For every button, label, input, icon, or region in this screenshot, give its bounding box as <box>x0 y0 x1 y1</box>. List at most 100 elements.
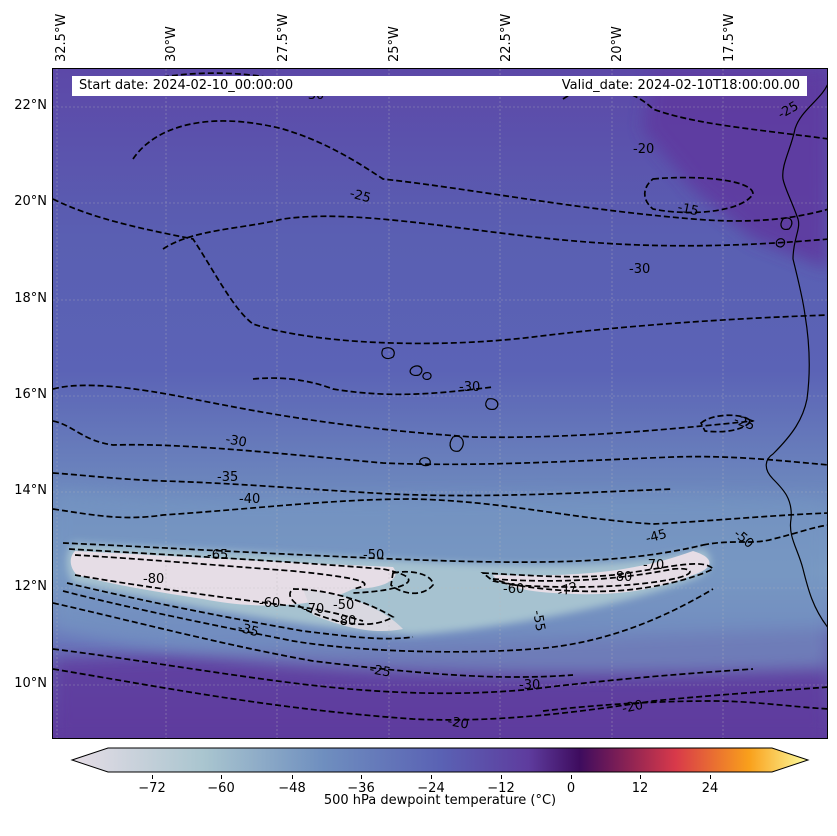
contour-label: -35 <box>217 470 238 485</box>
lat-label-22n: 22°N <box>14 98 47 113</box>
contour-label: -72 <box>555 579 580 600</box>
contour-label: -30 <box>519 678 540 693</box>
contour-north-of-band <box>62 542 704 563</box>
cbar-tick-mark <box>501 775 502 779</box>
coast-africa <box>765 84 827 628</box>
contour-east-core-inner <box>492 567 691 588</box>
contour-label: -25 <box>368 662 392 680</box>
cbar-tick-mark <box>152 775 153 779</box>
lon-label-27-5w: 27.5°W <box>276 13 291 62</box>
contour-band-core-west-south <box>74 574 364 622</box>
contour-label: -35 <box>236 620 260 640</box>
cbar-tick-mark <box>292 775 293 779</box>
cbar-tick-mark <box>710 775 711 779</box>
lon-label-25w: 25°W <box>387 26 402 62</box>
contour-north-east-closed <box>643 176 754 214</box>
cbar-tick-label: −48 <box>278 781 306 796</box>
contour-band-south-1 <box>66 582 414 640</box>
contour-label: -40 <box>239 492 260 507</box>
contour-label: -30 <box>224 432 248 450</box>
contour-label: -80 <box>611 570 632 585</box>
lat-label-20n: 20°N <box>14 194 47 209</box>
island-east-2 <box>775 238 786 248</box>
contour-west-bulge <box>53 472 674 497</box>
contour-label: -25 <box>348 186 372 206</box>
contour-north-east-lobe <box>562 87 827 140</box>
start-date-label: Start date: 2024-02-10_00:00:00 <box>79 78 294 93</box>
contour-upper-west-loop <box>53 198 827 345</box>
contour-label: -70 <box>643 558 664 573</box>
graticule <box>53 69 827 738</box>
contour-middle-loop <box>390 570 434 595</box>
contour-band-east-edge <box>702 524 827 546</box>
contour-west-ridge <box>53 420 827 466</box>
colorbar-title: 500 hPa dewpoint temperature (°C) <box>323 793 557 808</box>
contour-label: -30 <box>629 262 650 277</box>
island-fogo <box>449 435 464 452</box>
contour-label: -65 <box>207 548 228 563</box>
cbar-tick-label: 12 <box>631 781 649 796</box>
island-santiago <box>485 398 499 410</box>
contour-east-loop <box>699 414 753 433</box>
contour-central-slope <box>53 498 827 525</box>
colorbar <box>70 747 810 773</box>
contour-label: -25 <box>732 413 757 434</box>
island-east-1 <box>780 217 793 230</box>
island-maio <box>419 457 431 467</box>
contour-label: -20 <box>633 142 654 157</box>
contour-upper-west <box>132 120 827 222</box>
contour-bottom-2 <box>53 668 827 721</box>
contour-label: -50 <box>363 548 384 563</box>
lon-label-20w: 20°W <box>610 26 625 62</box>
lat-label-10n: 10°N <box>14 676 47 691</box>
cbar-tick-label: 24 <box>701 781 719 796</box>
contour-label: -20 <box>621 698 645 717</box>
contour-label: -50 <box>333 598 354 613</box>
contour-upper-arc <box>162 215 827 250</box>
cbar-tick-mark <box>571 775 572 779</box>
contour-label: -55 <box>529 609 547 633</box>
contour-band-south-2 <box>62 588 714 653</box>
cbar-tick-label: −36 <box>347 781 375 796</box>
contour-label: -80 <box>143 572 164 587</box>
cbar-tick-mark <box>361 775 362 779</box>
contour-band-inner-north <box>68 548 410 594</box>
field-driest-core-east <box>493 551 710 595</box>
cbar-tick-mark <box>221 775 222 779</box>
contours <box>53 72 827 721</box>
contour-bottom-1 <box>53 648 754 695</box>
contour-bottom-3 <box>542 700 827 712</box>
contour-label: -60 <box>259 596 280 611</box>
contour-central-loop <box>289 588 395 626</box>
lon-label-30w: 30°W <box>164 26 179 62</box>
field-driest-core-middle <box>303 589 403 632</box>
cbar-tick-label: −72 <box>138 781 166 796</box>
island-brava <box>422 372 432 380</box>
cbar-tick-label: −12 <box>487 781 515 796</box>
contour-band-south-3 <box>53 602 574 678</box>
map-canvas: -30 -25 -20 -25 -15 -30 -30 -25 -30 -35 … <box>53 69 827 738</box>
map-panel[interactable]: -30 -25 -20 -25 -15 -30 -30 -25 -30 -35 … <box>52 68 828 739</box>
coastline <box>381 84 827 628</box>
cbar-tick-label: −60 <box>207 781 235 796</box>
contour-east-core <box>480 563 715 593</box>
cbar-tick-label: 0 <box>566 781 576 796</box>
cbar-tick-label: −24 <box>417 781 445 796</box>
contour-label: -20 <box>446 714 470 732</box>
contour-band-west-core <box>74 554 366 590</box>
cbar-tick-mark <box>640 775 641 779</box>
lat-label-14n: 14°N <box>14 483 47 498</box>
lon-label-32-5w: 32.5°W <box>54 13 69 62</box>
contour-label: -60 <box>503 582 524 597</box>
contour-label: -70 <box>303 602 324 617</box>
island-boavista <box>409 365 423 376</box>
contour-label: -30 <box>459 380 480 395</box>
contour-label: -80 <box>335 614 356 629</box>
cbar-tick-mark <box>431 775 432 779</box>
contour-island-group <box>252 377 494 396</box>
contour-label: -45 <box>644 527 668 547</box>
valid-date-label: Valid_date: 2024-02-10T18:00:00.00 <box>561 78 800 93</box>
island-sal <box>381 347 395 360</box>
lat-label-18n: 18°N <box>14 291 47 306</box>
contour-west-margin <box>53 384 754 439</box>
